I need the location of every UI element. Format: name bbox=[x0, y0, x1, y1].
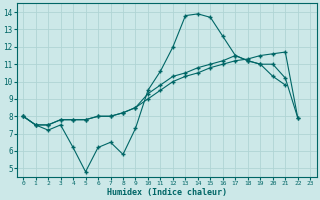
X-axis label: Humidex (Indice chaleur): Humidex (Indice chaleur) bbox=[107, 188, 227, 197]
